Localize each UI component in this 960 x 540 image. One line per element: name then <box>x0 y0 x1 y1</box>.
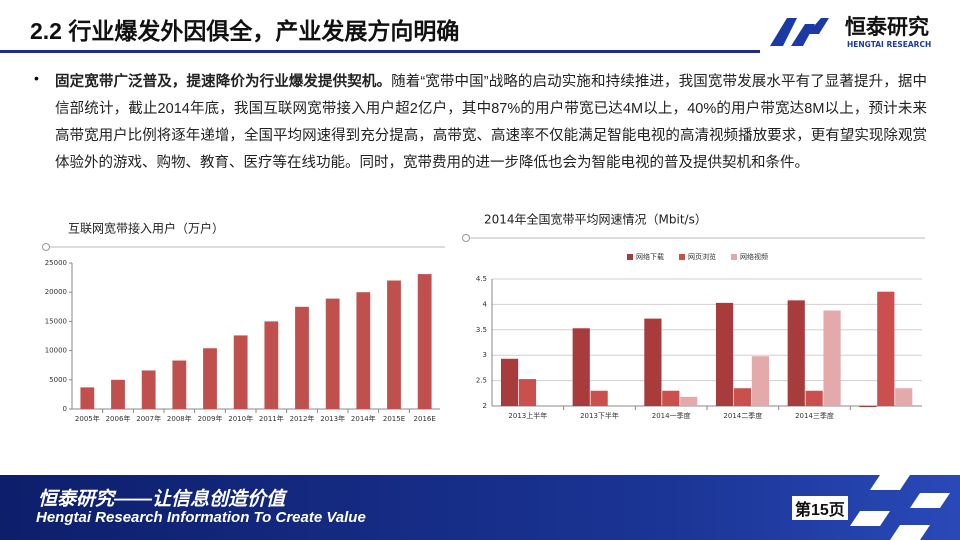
x-tick-label: 2014三季度 <box>795 411 834 420</box>
y-tick-label: 10000 <box>45 347 67 355</box>
page-number: 第15页 <box>792 496 848 520</box>
chart: 互联网宽带接入用户（万户） 0 5000 10000 15000 20000 25000 20… <box>42 221 445 423</box>
bar <box>644 318 662 406</box>
x-tick-label: 2014一季度 <box>652 411 691 420</box>
bar <box>572 328 590 406</box>
bar <box>751 356 769 406</box>
x-tick-label: 2016E <box>414 415 436 423</box>
bar <box>80 387 95 409</box>
bar <box>141 370 156 409</box>
title-dot <box>462 234 470 242</box>
slide-title: 2.2 行业爆发外因俱全，产业发展方向明确 <box>30 18 460 44</box>
bar <box>895 388 913 406</box>
bar <box>417 274 432 409</box>
bar <box>877 291 895 406</box>
bar <box>356 292 371 409</box>
bar <box>805 390 823 406</box>
y-tick-label: 2 <box>483 402 487 410</box>
lead: 固定宽带广泛普及，提速降价为行业爆发提供契机。 <box>55 74 392 90</box>
bar <box>680 396 698 406</box>
logo-cn: 恒泰研究 <box>845 15 929 39</box>
y-tick-label: 20000 <box>45 288 67 296</box>
legend-label: 网络下载 <box>636 252 664 261</box>
bar <box>233 335 248 409</box>
bar <box>823 310 841 406</box>
x-tick-label: 2012年 <box>290 414 315 423</box>
title-dot <box>42 243 50 251</box>
bar <box>715 302 734 406</box>
body-text: 随着“宽带中国”战略的启动实施和持续推进，我国宽带发展水平有了显著提升，据中信部… <box>55 74 927 171</box>
bar <box>518 379 537 406</box>
bar <box>172 360 187 409</box>
y-tick-label: 15000 <box>45 317 67 325</box>
legend-label: 网页浏览 <box>688 252 716 261</box>
legend-label: 网络视频 <box>740 252 768 261</box>
bar <box>387 280 401 409</box>
y-tick-label: 3 <box>483 351 487 359</box>
chart: 2014年全国宽带平均网速情况（Mbit/s） 2 2.5 3 3.5 4 4.5 2013上… <box>462 212 925 420</box>
y-tick-label: 2.5 <box>476 377 487 385</box>
footer-deco <box>850 475 950 540</box>
bar <box>111 379 125 409</box>
bar <box>203 348 217 409</box>
bar <box>264 321 279 409</box>
bar <box>733 388 752 406</box>
bar <box>859 406 877 408</box>
bar <box>500 358 519 406</box>
bullet: • <box>34 70 39 86</box>
logo: 恒泰研究 HENGTAI RESEARCH <box>770 15 931 49</box>
paragraph: 固定宽带广泛普及，提速降价为行业爆发提供契机。随着“宽带中国”战略的启动实施和持… <box>55 69 927 177</box>
legend-swatch <box>731 254 737 260</box>
x-tick-label: 2007年 <box>136 414 161 423</box>
header-rule <box>0 50 760 53</box>
x-tick-label: 2009年 <box>198 414 223 423</box>
logo-en: HENGTAI RESEARCH <box>847 40 931 49</box>
y-tick-label: 25000 <box>45 259 67 267</box>
y-tick-label: 0 <box>63 405 67 413</box>
bar <box>295 306 309 409</box>
y-tick-label: 5000 <box>49 376 67 384</box>
legend-swatch <box>679 254 685 260</box>
x-tick-label: 2010年 <box>228 414 253 423</box>
y-tick-label: 4 <box>483 300 488 308</box>
bar <box>325 298 340 409</box>
x-tick-label: 2014二季度 <box>723 411 762 420</box>
x-tick-label: 2013下半年 <box>580 411 619 420</box>
x-tick-label: 2006年 <box>106 414 131 423</box>
x-tick-label: 2011年 <box>259 414 284 423</box>
chart-title: 互联网宽带接入用户（万户） <box>68 221 224 236</box>
bar <box>590 390 608 406</box>
x-tick-label: 2015E <box>383 415 405 423</box>
legend-swatch <box>627 254 633 260</box>
x-tick-label: 2005年 <box>75 414 100 423</box>
x-tick-label: 2013上半年 <box>508 411 547 420</box>
chart-title: 2014年全国宽带平均网速情况（Mbit/s） <box>484 212 707 227</box>
y-tick-label: 3.5 <box>476 326 487 334</box>
x-tick-label: 2014年 <box>351 414 376 423</box>
x-tick-label: 2008年 <box>167 414 192 423</box>
y-tick-label: 4.5 <box>476 275 487 283</box>
bar <box>662 390 680 406</box>
x-tick-label: 2013年 <box>320 414 345 423</box>
footer-slogan-en: Hengtai Research Information To Create V… <box>36 509 366 526</box>
bar <box>787 300 805 406</box>
footer-slogan: 恒泰研究——让信息创造价值 <box>38 489 286 510</box>
